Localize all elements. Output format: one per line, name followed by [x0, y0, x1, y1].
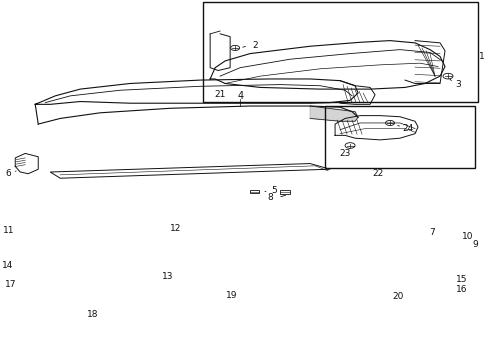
Text: 17: 17	[4, 280, 16, 289]
Text: 22: 22	[372, 169, 384, 178]
Bar	[280, 190, 290, 194]
Text: 4: 4	[237, 91, 243, 101]
Text: 13: 13	[162, 272, 174, 281]
Text: 11: 11	[2, 226, 14, 235]
Text: 20: 20	[392, 292, 404, 301]
Bar	[356, 296, 365, 300]
Text: 14: 14	[1, 261, 13, 270]
Bar	[203, 2, 478, 102]
Bar	[435, 235, 445, 239]
Text: 5: 5	[271, 186, 277, 195]
Text: 16: 16	[456, 285, 468, 294]
Text: 6: 6	[5, 168, 11, 177]
Text: 23: 23	[340, 149, 351, 158]
Text: 18: 18	[86, 310, 98, 319]
Polygon shape	[310, 106, 358, 121]
Text: 21: 21	[215, 90, 226, 99]
Text: 8: 8	[267, 193, 273, 202]
Text: 12: 12	[170, 224, 181, 233]
Text: 9: 9	[472, 240, 478, 249]
Bar	[250, 190, 259, 193]
Text: 2: 2	[252, 41, 258, 50]
Bar	[325, 106, 475, 168]
Text: 3: 3	[455, 80, 461, 89]
Polygon shape	[280, 216, 342, 225]
Text: 24: 24	[402, 124, 414, 133]
Text: 1: 1	[479, 52, 485, 61]
Bar	[416, 289, 424, 292]
Polygon shape	[315, 232, 358, 243]
Text: 10: 10	[462, 233, 474, 241]
Text: 19: 19	[226, 291, 238, 300]
Bar	[199, 296, 211, 299]
Text: 15: 15	[456, 275, 468, 284]
Text: 7: 7	[429, 229, 435, 238]
Bar	[430, 279, 441, 283]
